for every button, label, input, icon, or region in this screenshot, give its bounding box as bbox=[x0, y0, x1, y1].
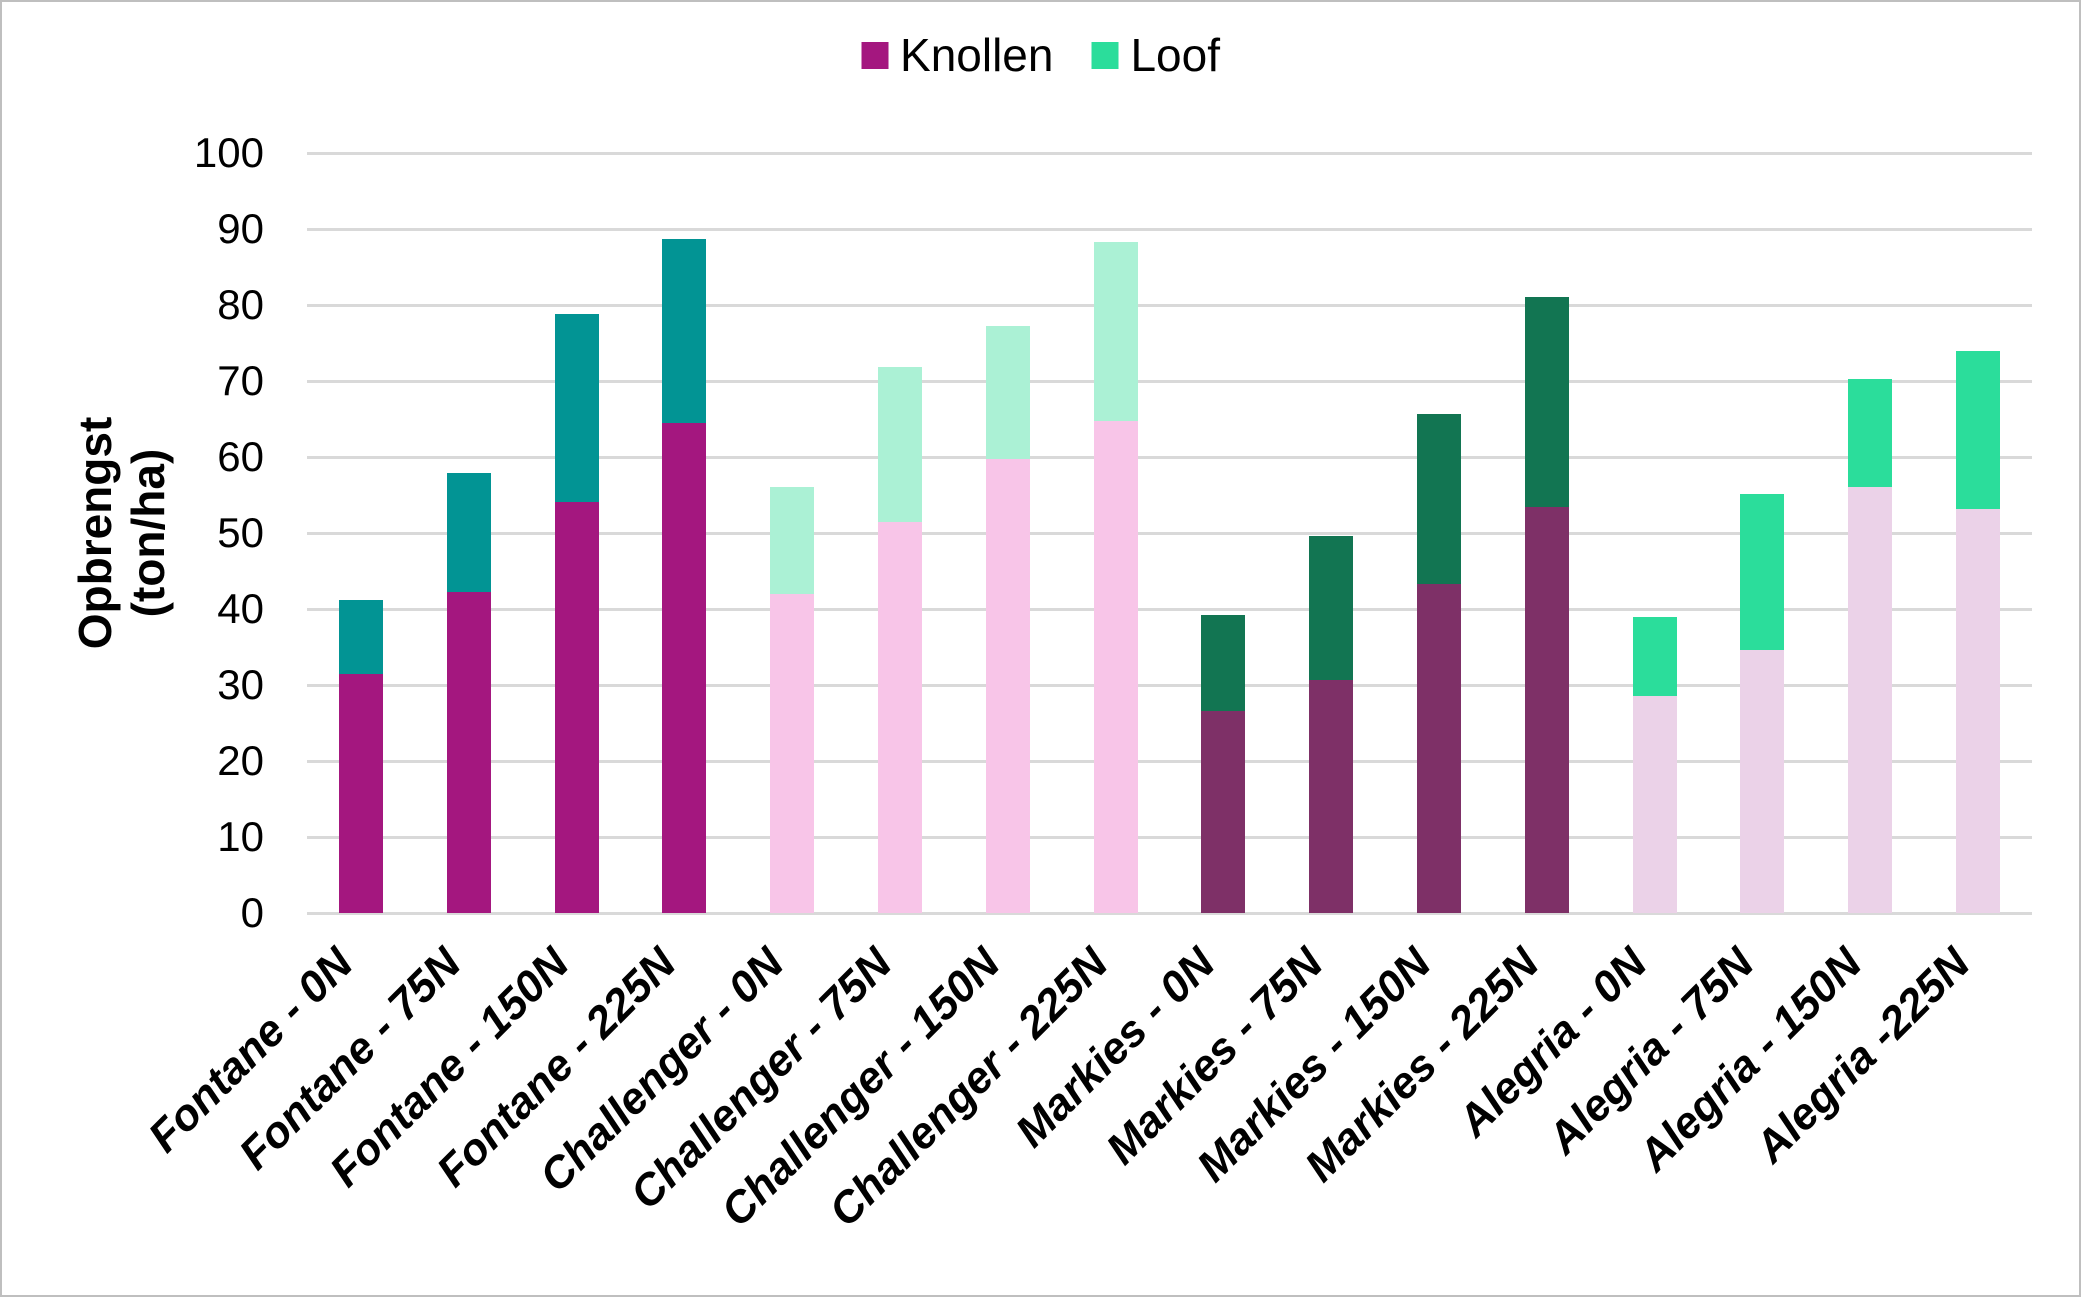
legend-item-knollen: Knollen bbox=[861, 32, 1053, 78]
bar-segment-loof bbox=[985, 326, 1030, 459]
y-tick-label: 60 bbox=[217, 433, 264, 480]
bar-segment-loof bbox=[338, 599, 383, 674]
y-tick-label: 70 bbox=[217, 357, 264, 404]
bar-segment-loof bbox=[662, 238, 707, 423]
bar-segment-knollen bbox=[877, 521, 922, 913]
bar-segment-knollen bbox=[770, 593, 815, 913]
gridline bbox=[307, 151, 2032, 155]
y-tick-label: 50 bbox=[217, 509, 264, 556]
bar-segment-knollen bbox=[1848, 486, 1893, 913]
bar-segment-knollen bbox=[662, 422, 707, 913]
bar-segment-knollen bbox=[554, 501, 599, 913]
bar-segment-knollen bbox=[1740, 650, 1785, 913]
bar-segment-loof bbox=[1417, 414, 1462, 584]
gridline bbox=[307, 531, 2032, 535]
bar-segment-knollen bbox=[985, 458, 1030, 913]
y-tick-label: 80 bbox=[217, 281, 264, 328]
y-tick-label: 20 bbox=[217, 737, 264, 784]
legend-label-knollen: Knollen bbox=[900, 29, 1054, 81]
bar-segment-loof bbox=[877, 366, 922, 522]
y-tick-label: 30 bbox=[217, 661, 264, 708]
bar-segment-loof bbox=[1093, 241, 1138, 421]
gridline bbox=[307, 227, 2032, 231]
gridline bbox=[307, 303, 2032, 307]
bar-segment-loof bbox=[1956, 351, 2001, 509]
gridline bbox=[307, 759, 2032, 763]
bar-segment-knollen bbox=[446, 592, 491, 913]
chart-legend: Knollen Loof bbox=[861, 32, 1220, 78]
bar-segment-knollen bbox=[1309, 680, 1354, 913]
bar-segment-knollen bbox=[1201, 710, 1246, 913]
gridline bbox=[307, 683, 2032, 687]
legend-item-loof: Loof bbox=[1091, 32, 1220, 78]
bar-segment-loof bbox=[1524, 296, 1569, 508]
y-tick-label: 100 bbox=[193, 129, 264, 176]
knollen-swatch-icon bbox=[861, 41, 889, 69]
bar-segment-knollen bbox=[338, 673, 383, 913]
bar-segment-knollen bbox=[1417, 583, 1462, 913]
y-tick-label: 10 bbox=[217, 813, 264, 860]
bar-segment-loof bbox=[1848, 379, 1893, 487]
y-tick-label: 0 bbox=[240, 889, 264, 936]
bar-segment-loof bbox=[1740, 494, 1785, 651]
bar-segment-knollen bbox=[1524, 507, 1569, 913]
bar-segment-loof bbox=[1201, 615, 1246, 711]
y-tick-label: 40 bbox=[217, 585, 264, 632]
gridline bbox=[307, 455, 2032, 459]
bar-segment-knollen bbox=[1956, 508, 2001, 913]
y-tick-label: 90 bbox=[217, 205, 264, 252]
legend-label-loof: Loof bbox=[1130, 29, 1220, 81]
gridline bbox=[307, 835, 2032, 839]
bar-segment-knollen bbox=[1093, 420, 1138, 913]
gridline bbox=[307, 607, 2032, 611]
bar-segment-loof bbox=[770, 486, 815, 594]
gridline bbox=[307, 379, 2032, 383]
bar-segment-loof bbox=[554, 314, 599, 502]
bar-segment-loof bbox=[1309, 536, 1354, 681]
loof-swatch-icon bbox=[1091, 41, 1119, 69]
bar-segment-knollen bbox=[1632, 696, 1677, 913]
bar-segment-loof bbox=[446, 472, 491, 593]
gridline bbox=[307, 911, 2032, 915]
bar-segment-loof bbox=[1632, 617, 1677, 697]
